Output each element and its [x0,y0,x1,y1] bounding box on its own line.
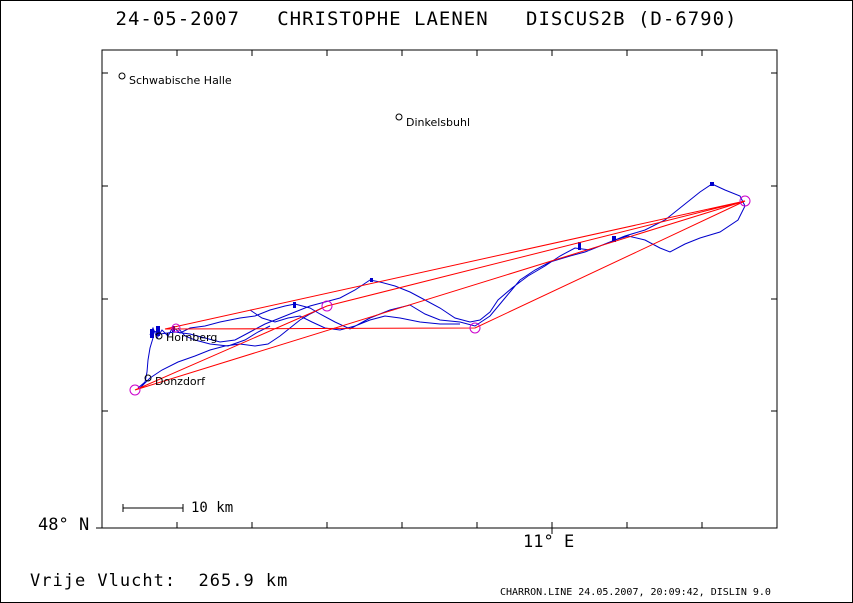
footer-info: CHARRON.LINE 24.05.2007, 20:09:42, DISLI… [500,587,771,598]
left-ticks [102,72,108,412]
longitude-label: 11° E [523,532,575,552]
track-thermal-marks [150,182,714,338]
turnpoints [129,195,751,396]
flight-distance: Vrije Vlucht: 265.9 km [30,571,289,591]
scale-bar-label: 10 km [191,500,234,516]
turnpoint-start [129,384,141,396]
town-marker-schwabische-halle [118,72,126,80]
town-marker-hornberg [155,332,163,340]
gps-track [137,183,746,389]
scale-bar [122,504,184,512]
turnpoint-3 [469,322,481,334]
town-marker-dinkelsbuhl [395,113,403,121]
town-label-donzdorf: Donzdorf [155,375,206,388]
town-label-schwabische-halle: Schwabische Halle [129,74,232,87]
turnpoint-4 [171,323,181,333]
right-ticks [771,72,777,412]
turnpoint-1 [321,300,333,312]
task-triangle [134,200,746,391]
map-frame [101,49,778,529]
top-ticks [176,50,703,56]
town-markers [118,72,403,382]
turnpoint-2 [739,195,751,207]
flight-title: 24-05-2007 CHRISTOPHE LAENEN DISCUS2B (D… [115,8,738,30]
town-marker-donzdorf [144,374,152,382]
town-label-hornberg: Hornberg [166,331,218,344]
latitude-label: 48° N [38,515,90,535]
town-label-dinkelsbuhl: Dinkelsbuhl [406,116,471,129]
bottom-ticks [176,522,703,534]
